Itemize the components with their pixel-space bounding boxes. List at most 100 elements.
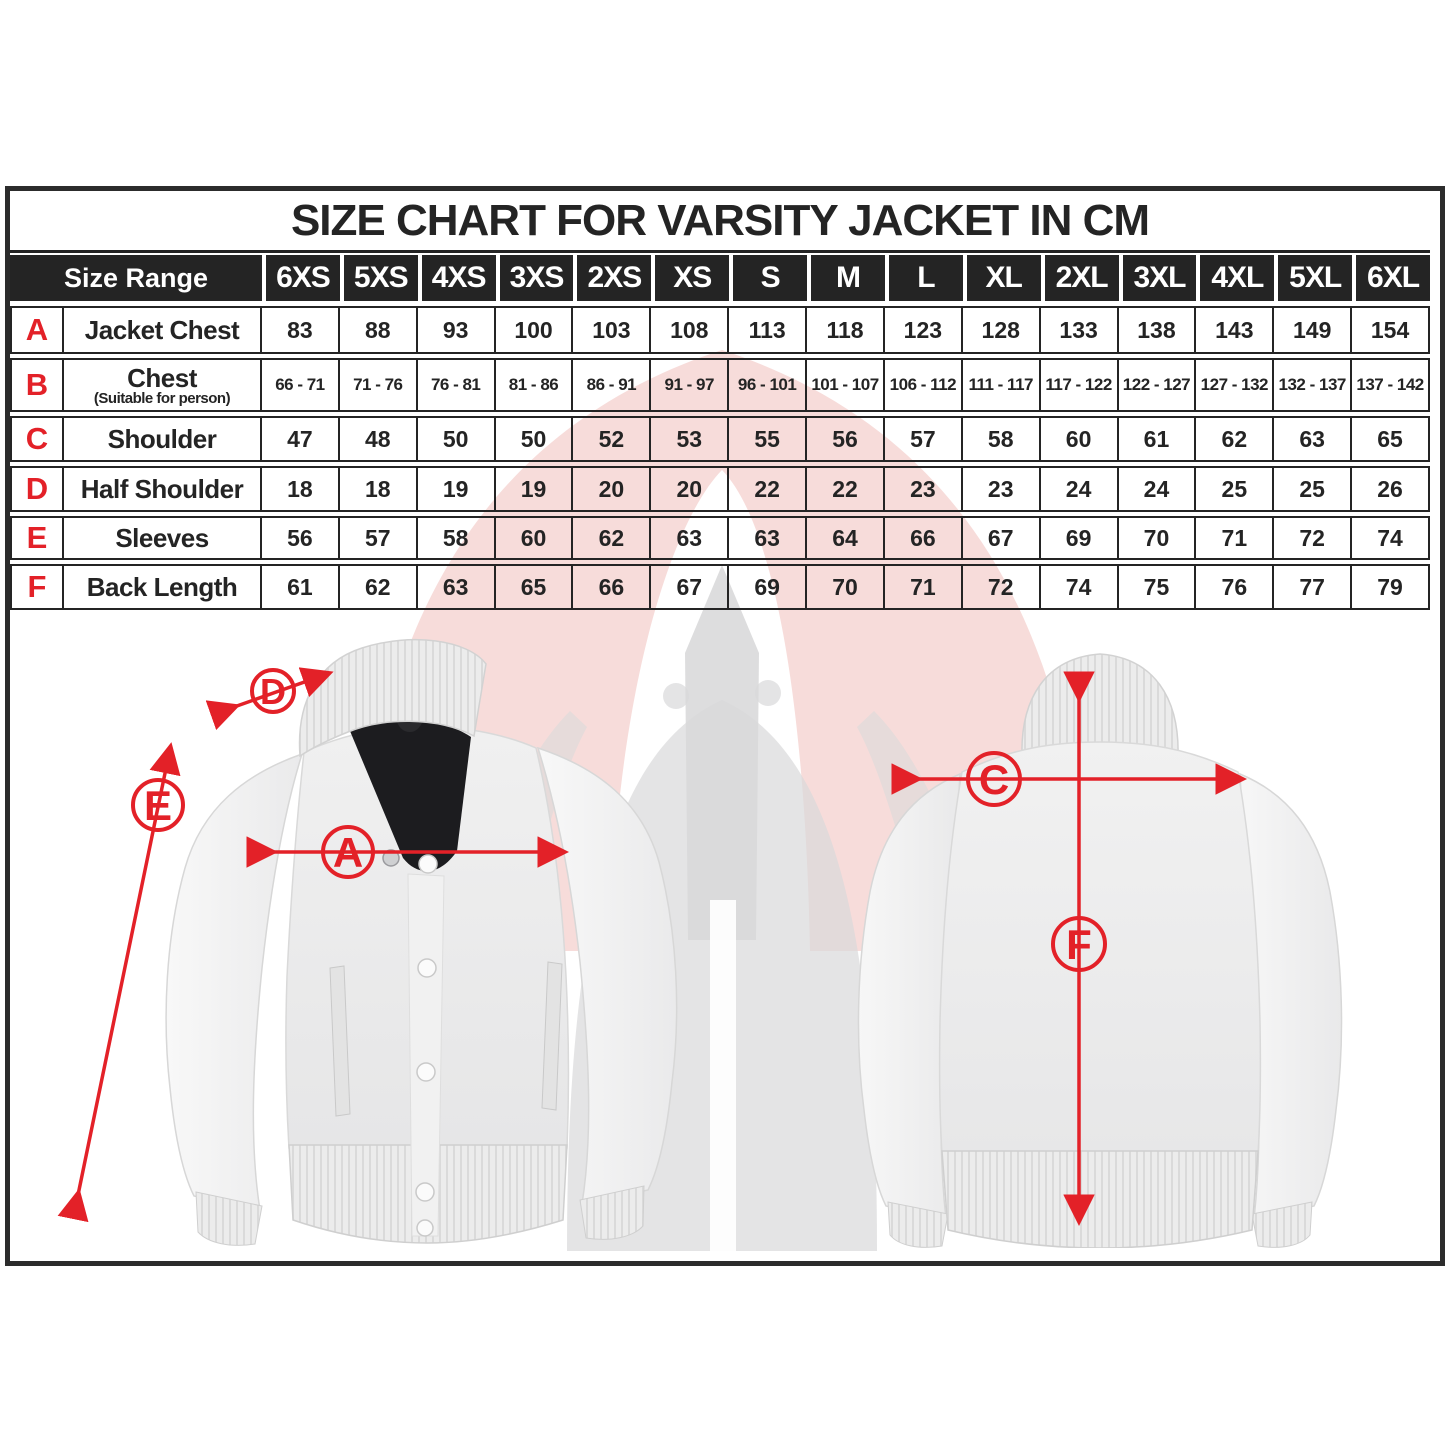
size-header-2xs: 2XS [577,255,652,301]
value-d-5xl: 25 [1272,466,1353,512]
value-e-4xl: 71 [1194,516,1275,560]
value-f-6xs: 61 [260,564,340,610]
front-right-sleeve [536,746,678,1240]
value-c-l: 57 [882,416,963,462]
value-d-xs: 20 [649,466,730,512]
table-row-c: C Shoulder 47 48 50 50 52 53 55 56 57 58 60 61 62 63 65 [10,416,1430,462]
value-f-4xs: 63 [415,564,496,610]
value-a-xs: 108 [649,306,730,354]
value-d-4xs: 19 [415,466,496,512]
value-a-3xs: 100 [493,306,574,354]
value-a-2xs: 103 [571,306,652,354]
size-header-m: M [811,255,885,301]
value-c-2xs: 52 [571,416,652,462]
chart-frame: SIZE CHART FOR VARSITY JACKET IN CM Size… [5,186,1445,1266]
value-e-xs: 63 [649,516,730,560]
row-label-text: Sleeves [115,523,209,553]
row-label-text: Half Shoulder [80,474,244,504]
value-a-m: 118 [805,306,885,354]
row-sublabel-text: (Suitable for person) [93,389,231,407]
value-a-5xl: 149 [1272,306,1353,354]
row-label-f: Back Length [62,564,262,610]
value-f-2xs: 66 [571,564,652,610]
row-letter-f: F [10,564,64,610]
value-d-m: 22 [805,466,885,512]
front-pockets [329,961,563,1117]
value-f-m: 70 [805,564,885,610]
value-d-6xs: 18 [260,466,340,512]
row-label-e: Sleeves [62,516,262,560]
value-b-6xl: 137 - 142 [1350,358,1430,412]
value-d-3xs: 19 [493,466,574,512]
watermark-helmet-slit [710,900,736,1251]
value-e-s: 63 [727,516,808,560]
value-f-l: 71 [882,564,963,610]
watermark-ear [755,680,781,706]
value-b-m: 101 - 107 [805,358,885,412]
back-body [938,741,1262,1155]
value-d-3xl: 24 [1116,466,1197,512]
size-header-xl: XL [966,255,1041,301]
value-c-6xs: 47 [260,416,340,462]
value-c-3xl: 61 [1116,416,1197,462]
size-header-6xs: 6XS [266,255,340,301]
row-letter-a: A [10,306,64,354]
row-label-d: Half Shoulder [62,466,262,512]
value-f-xs: 67 [649,564,730,610]
value-c-s: 55 [727,416,808,462]
value-d-6xl: 26 [1350,466,1430,512]
value-f-s: 69 [727,564,808,610]
value-d-2xs: 20 [571,466,652,512]
value-b-xl: 111 - 117 [960,358,1041,412]
size-header-l: L [888,255,963,301]
table-row-a: A Jacket Chest 83 88 93 100 103 108 113 118 123 128… [10,306,1430,354]
size-table: Size Range 6XS 5XS 4XS 3XS 2XS XS S M L XL 2XL 3XL 4X… [10,255,1430,610]
value-b-3xs: 81 - 86 [493,358,574,412]
value-d-s: 22 [727,466,808,512]
value-b-5xs: 71 - 76 [337,358,418,412]
value-b-5xl: 132 - 137 [1272,358,1353,412]
value-e-5xl: 72 [1272,516,1353,560]
back-left-sleeve [857,772,961,1248]
size-header-6xl: 6XL [1356,255,1430,301]
value-b-4xs: 76 - 81 [415,358,496,412]
size-header-xs: XS [655,255,730,301]
value-a-xl: 128 [960,306,1041,354]
value-f-4xl: 76 [1194,564,1275,610]
value-b-6xs: 66 - 71 [260,358,340,412]
value-c-m: 56 [805,416,885,462]
value-b-4xl: 127 - 132 [1194,358,1275,412]
size-header-s: S [733,255,808,301]
value-b-3xl: 122 - 127 [1116,358,1197,412]
size-header-4xl: 4XL [1200,255,1275,301]
value-f-5xs: 62 [337,564,418,610]
value-e-6xl: 74 [1350,516,1430,560]
row-letter-c: C [10,416,64,462]
value-c-3xs: 50 [493,416,574,462]
size-header-5xl: 5XL [1278,255,1353,301]
row-label-text: Back Length [86,572,238,602]
value-a-6xs: 83 [260,306,340,354]
size-header-2xl: 2XL [1044,255,1119,301]
watermark-ear [663,683,689,709]
value-a-s: 113 [727,306,808,354]
value-d-4xl: 25 [1194,466,1275,512]
value-b-s: 96 - 101 [727,358,808,412]
value-f-3xl: 75 [1116,564,1197,610]
front-neck-lining [350,720,471,872]
value-f-3xs: 65 [493,564,574,610]
value-e-m: 64 [805,516,885,560]
value-c-5xl: 63 [1272,416,1353,462]
value-e-2xl: 69 [1038,516,1119,560]
value-b-2xl: 117 - 122 [1038,358,1119,412]
size-header-3xs: 3XS [499,255,574,301]
value-e-l: 66 [882,516,963,560]
row-label-c: Shoulder [62,416,262,462]
value-a-4xl: 143 [1194,306,1275,354]
value-f-xl: 72 [960,564,1041,610]
row-label-text: Chest [127,362,197,393]
value-f-6xl: 79 [1350,564,1430,610]
value-e-xl: 67 [960,516,1041,560]
front-left-sleeve [165,752,304,1246]
